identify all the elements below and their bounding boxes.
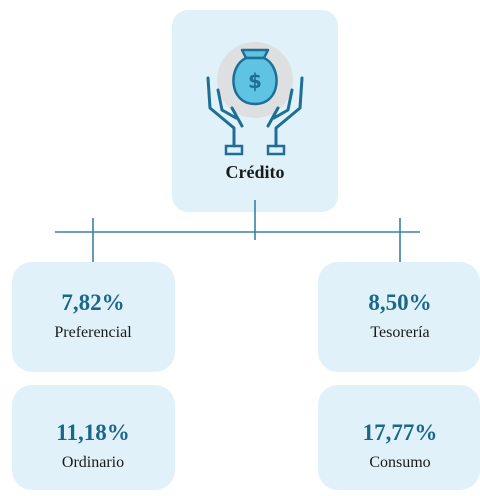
- node-label: Consumo: [369, 454, 430, 471]
- node-box: [318, 385, 480, 490]
- node-value: 11,18%: [56, 420, 129, 445]
- node-box: [12, 385, 175, 490]
- node-box: [12, 262, 175, 372]
- connectors: [55, 200, 420, 266]
- node-value: 7,82%: [61, 290, 124, 315]
- node-value: 8,50%: [368, 290, 431, 315]
- node-value: 17,77%: [363, 420, 438, 445]
- svg-text:$: $: [248, 69, 262, 93]
- node-box: [318, 262, 480, 372]
- root-label: Crédito: [226, 162, 285, 182]
- credit-icon: $: [206, 42, 304, 156]
- node-label: Preferencial: [54, 324, 132, 341]
- node-label: Tesorería: [370, 324, 429, 341]
- node-label: Ordinario: [62, 454, 124, 471]
